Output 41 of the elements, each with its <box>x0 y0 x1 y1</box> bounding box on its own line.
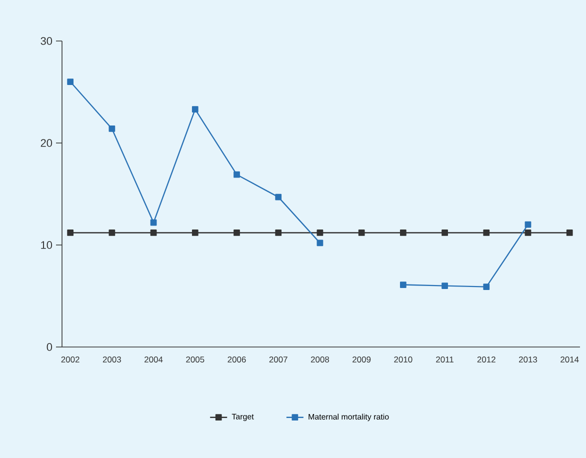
x-tick-label: 2005 <box>186 356 204 362</box>
x-tick-label: 2008 <box>310 356 330 362</box>
x-tick-label: 2009 <box>352 356 371 362</box>
point <box>108 126 116 132</box>
point <box>524 221 532 228</box>
point <box>150 219 157 226</box>
y-tick-label: 0 <box>46 343 52 351</box>
point <box>234 230 240 236</box>
point <box>358 230 365 236</box>
x-tick-label: 2013 <box>519 356 538 362</box>
point <box>442 230 448 236</box>
point <box>67 78 74 85</box>
point <box>275 230 282 236</box>
point <box>150 230 157 236</box>
x-tick-label: 2004 <box>144 356 163 362</box>
x-tick-label: 2002 <box>61 356 80 362</box>
point <box>483 230 490 236</box>
point <box>400 282 406 288</box>
y-tick-label: 20 <box>40 139 52 147</box>
y-tick-label: 30 <box>40 37 52 45</box>
point <box>400 230 406 236</box>
point <box>483 284 490 290</box>
y-tick-label: 10 <box>41 241 52 249</box>
point <box>566 230 573 236</box>
point <box>192 106 198 113</box>
x-tick-label: 2014 <box>560 356 579 362</box>
x-tick-label: 2012 <box>477 356 496 362</box>
x-tick-label: 2010 <box>394 356 412 362</box>
point <box>192 230 198 236</box>
point <box>67 230 74 236</box>
x-tick-label: 2006 <box>228 356 246 362</box>
point <box>234 171 240 178</box>
point <box>316 230 324 236</box>
point <box>108 230 116 236</box>
x-tick-label: 2007 <box>269 356 288 362</box>
x-tick-label: 2003 <box>102 356 121 362</box>
point <box>442 282 448 289</box>
x-tick-label: 2011 <box>436 356 454 362</box>
point <box>524 230 532 236</box>
point <box>275 194 282 200</box>
point <box>316 240 324 246</box>
